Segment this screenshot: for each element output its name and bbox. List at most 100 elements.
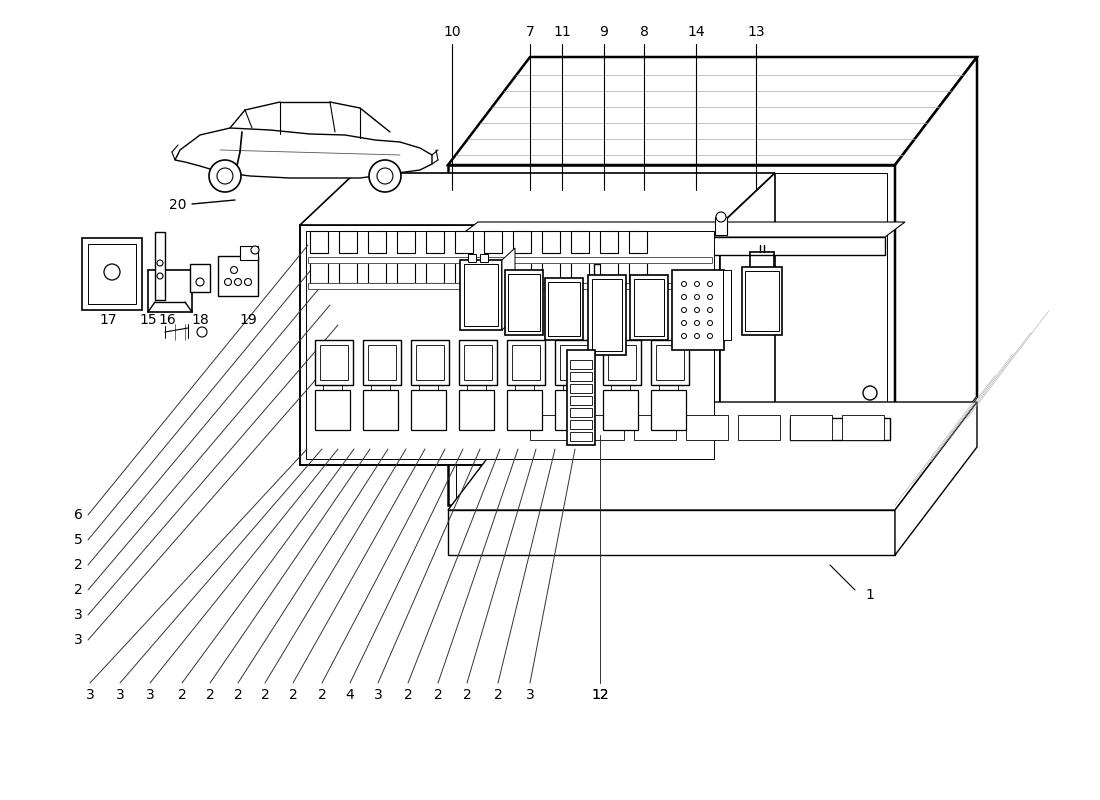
Circle shape (707, 282, 713, 286)
Circle shape (694, 307, 700, 313)
Bar (300, 225, 720, 465)
Polygon shape (458, 222, 905, 237)
Bar (542, 231, 560, 253)
Bar (588, 275, 626, 355)
Bar (672, 270, 724, 350)
Bar (315, 390, 350, 430)
Text: 2: 2 (261, 688, 270, 702)
Bar (571, 231, 588, 253)
Circle shape (368, 160, 402, 192)
Bar (544, 278, 583, 340)
Circle shape (196, 278, 204, 286)
Bar (397, 231, 415, 253)
Bar (507, 340, 544, 385)
Text: 10: 10 (443, 25, 461, 39)
Polygon shape (720, 173, 775, 465)
Bar (464, 264, 498, 326)
Bar (368, 261, 386, 283)
Bar (600, 261, 618, 283)
Bar (603, 390, 638, 430)
Circle shape (694, 294, 700, 299)
Bar (608, 345, 636, 380)
Circle shape (224, 278, 231, 286)
Bar (484, 261, 502, 283)
Bar (426, 261, 444, 283)
Circle shape (234, 278, 242, 286)
Bar (363, 390, 398, 430)
Text: 15: 15 (140, 313, 157, 327)
Circle shape (377, 168, 393, 184)
Bar (459, 390, 494, 430)
Text: 12: 12 (591, 688, 608, 702)
Polygon shape (895, 402, 977, 555)
Bar (600, 231, 618, 253)
Bar (790, 415, 832, 440)
Bar (507, 390, 542, 430)
Bar (218, 256, 258, 296)
Bar (426, 231, 444, 253)
Circle shape (716, 212, 726, 222)
Text: 9: 9 (600, 25, 608, 39)
Bar (363, 340, 402, 385)
Text: 2: 2 (74, 558, 82, 572)
Circle shape (157, 260, 163, 266)
Bar (82, 238, 142, 310)
Circle shape (209, 160, 241, 192)
Bar (448, 510, 895, 555)
Bar (339, 231, 358, 253)
Text: 3: 3 (526, 688, 535, 702)
Bar (508, 274, 540, 331)
Bar (570, 396, 592, 405)
Bar (456, 173, 887, 497)
Bar (505, 270, 543, 335)
Bar (723, 270, 732, 340)
Bar (308, 257, 712, 263)
Circle shape (707, 334, 713, 338)
Bar (411, 390, 446, 430)
Bar (155, 232, 165, 300)
Circle shape (682, 294, 686, 299)
Bar (560, 345, 588, 380)
Bar (570, 360, 592, 369)
Bar (458, 237, 886, 255)
Bar (582, 415, 624, 440)
Bar (542, 261, 560, 283)
Polygon shape (448, 57, 977, 165)
Circle shape (157, 273, 163, 279)
Text: 17: 17 (99, 313, 117, 327)
Polygon shape (175, 128, 432, 178)
Circle shape (694, 282, 700, 286)
Bar (742, 267, 782, 335)
Text: 1: 1 (865, 588, 873, 602)
Text: 4: 4 (345, 688, 354, 702)
Bar (464, 345, 492, 380)
Text: 2: 2 (74, 583, 82, 597)
Text: 3: 3 (145, 688, 154, 702)
Bar (513, 231, 531, 253)
Text: 2: 2 (404, 688, 412, 702)
Circle shape (707, 321, 713, 326)
Bar (570, 432, 592, 441)
Bar (190, 264, 210, 292)
Bar (455, 231, 473, 253)
Bar (603, 340, 641, 385)
Polygon shape (300, 173, 776, 225)
Text: 6: 6 (74, 508, 82, 522)
Bar (320, 345, 348, 380)
Bar (715, 217, 727, 235)
Circle shape (694, 321, 700, 326)
Circle shape (682, 307, 686, 313)
Bar (411, 340, 449, 385)
Text: 3: 3 (116, 688, 124, 702)
Circle shape (197, 327, 207, 337)
Circle shape (707, 294, 713, 299)
Bar (397, 261, 415, 283)
Bar (634, 279, 664, 336)
Bar (459, 340, 497, 385)
Bar (556, 340, 593, 385)
Bar (570, 372, 592, 381)
Circle shape (231, 266, 238, 274)
Bar (651, 390, 686, 430)
Bar (566, 350, 595, 445)
Bar (629, 261, 647, 283)
